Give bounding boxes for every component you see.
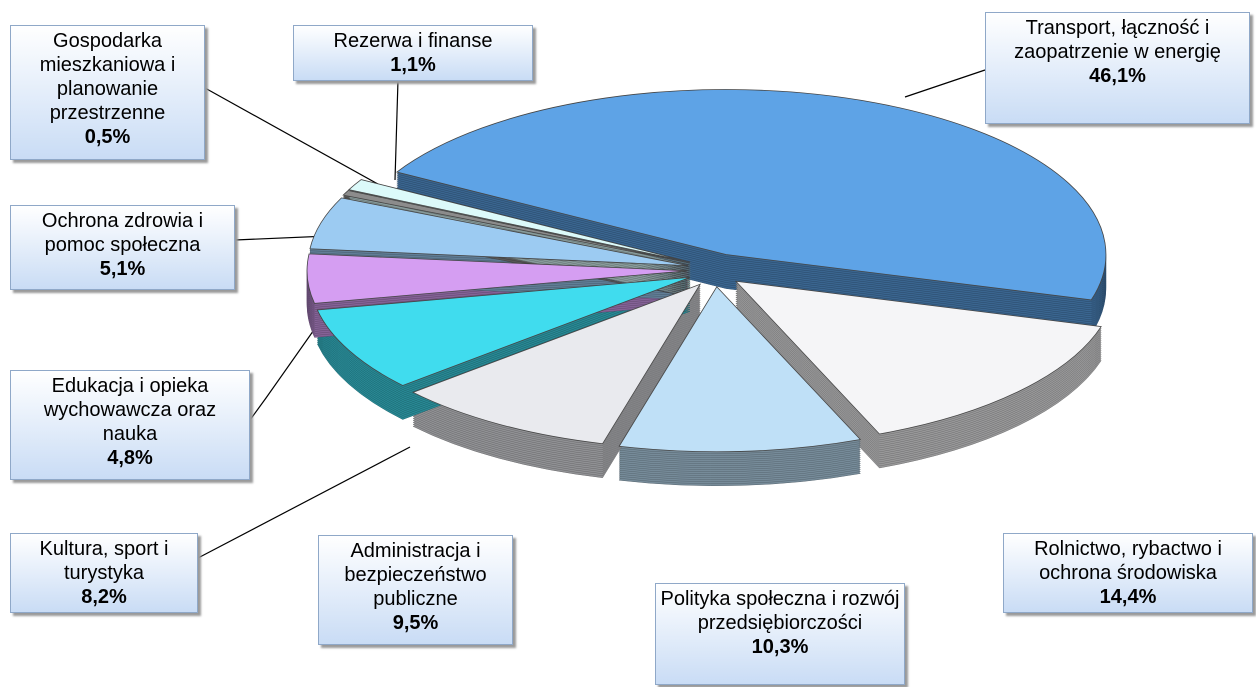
label-box: Transport, łączność i zaopatrzenie w ene… xyxy=(985,12,1250,124)
slice-label: Administracja i bezpieczeństwo publiczne xyxy=(344,540,487,610)
slice-label: Edukacja i opieka wychowawcza oraz nauka xyxy=(43,375,217,445)
value-label: 9,5% xyxy=(392,612,439,634)
slice xyxy=(395,89,1107,301)
value-label: 5,1% xyxy=(99,258,146,280)
value-label: 4,8% xyxy=(107,447,153,469)
leader-line xyxy=(197,446,411,559)
slice xyxy=(316,277,691,386)
slice-label: Polityka społeczna i rozwój przedsiębior… xyxy=(660,588,900,634)
slice xyxy=(734,280,1102,435)
slice-label: Kultura, sport i turystyka xyxy=(39,538,169,584)
label-box: Rolnictwo, rybactwo i ochrona środowiska… xyxy=(1003,533,1253,613)
label-box: Gospodarka mieszkaniowa i planowanie prz… xyxy=(10,25,205,160)
value-label: 8,2% xyxy=(81,586,127,608)
leader-line xyxy=(249,299,336,421)
value-label: 10,3% xyxy=(751,636,809,658)
label-box: Kultura, sport i turystyka 8,2% xyxy=(10,533,198,613)
slice-label: Ochrona zdrowia i pomoc społeczna xyxy=(41,210,204,256)
slice-label: Gospodarka mieszkaniowa i planowanie prz… xyxy=(39,30,176,124)
value-label: 14,4% xyxy=(1099,586,1157,608)
slice-label: Rolnictwo, rybactwo i ochrona środowiska xyxy=(1034,538,1222,584)
label-box: Edukacja i opieka wychowawcza oraz nauka… xyxy=(10,370,250,480)
label-box: Rezerwa i finanse 1,1% xyxy=(293,25,533,81)
value-label: 46,1% xyxy=(1089,65,1146,87)
leader-line xyxy=(394,79,399,181)
leader-line xyxy=(204,87,386,189)
label-box: Ochrona zdrowia i pomoc społeczna 5,1% xyxy=(10,205,235,290)
label-box: Administracja i bezpieczeństwo publiczne… xyxy=(318,535,513,645)
slice xyxy=(618,286,862,453)
slice xyxy=(342,189,690,264)
leader-lines xyxy=(197,69,986,559)
value-label: 0,5% xyxy=(84,126,131,148)
slice-label: Rezerwa i finanse xyxy=(333,30,493,52)
slice xyxy=(309,197,689,267)
slice xyxy=(347,179,691,263)
label-box: Polityka społeczna i rozwój przedsiębior… xyxy=(655,583,905,685)
value-label: 1,1% xyxy=(390,54,436,76)
slice-label: Transport, łączność i zaopatrzenie w ene… xyxy=(1014,17,1221,63)
slice xyxy=(306,253,688,304)
pie xyxy=(306,89,1107,486)
leader-line xyxy=(904,69,986,98)
slice xyxy=(412,283,702,445)
